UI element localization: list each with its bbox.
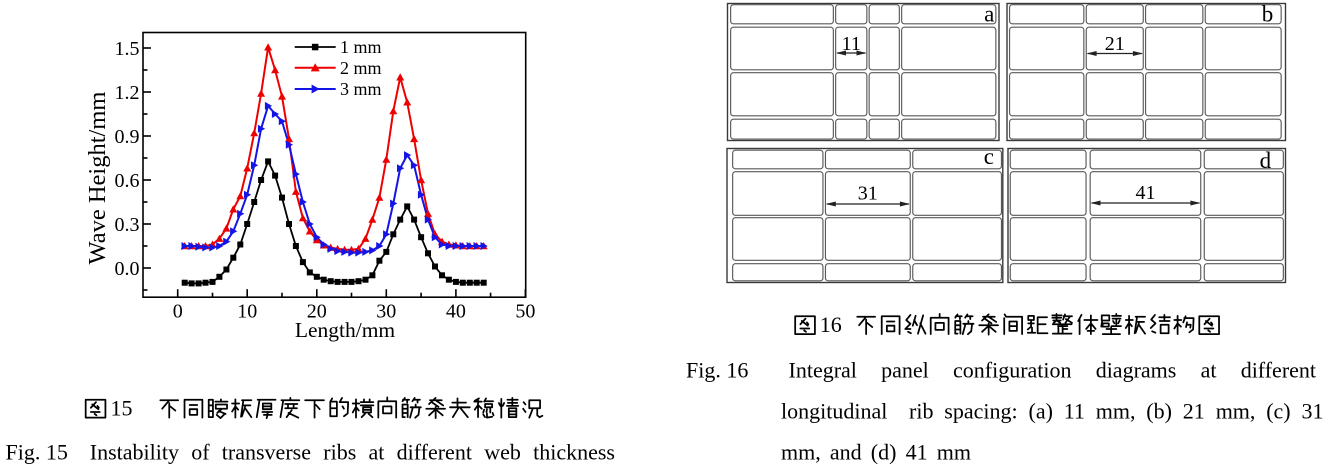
- svg-text:(c): (c): [1266, 399, 1290, 424]
- svg-text:c: c: [984, 144, 994, 169]
- svg-text:and: and: [830, 440, 862, 465]
- svg-text:0: 0: [173, 301, 183, 323]
- svg-text:a: a: [984, 2, 994, 27]
- svg-text:Length/mm: Length/mm: [295, 318, 396, 342]
- svg-text:21: 21: [1105, 33, 1125, 55]
- svg-text:spacing:: spacing:: [944, 399, 1017, 424]
- svg-text:0.0: 0.0: [115, 258, 140, 280]
- svg-text:2 mm: 2 mm: [340, 58, 382, 78]
- svg-text:40: 40: [446, 301, 466, 323]
- svg-text:10: 10: [237, 301, 257, 323]
- svg-text:1 mm: 1 mm: [340, 37, 382, 57]
- svg-text:50: 50: [515, 301, 535, 323]
- svg-text:30: 30: [376, 301, 396, 323]
- svg-text:(b): (b): [1146, 399, 1172, 424]
- svg-text:diagrams: diagrams: [1096, 358, 1177, 383]
- svg-text:21: 21: [1183, 399, 1205, 424]
- svg-text:Wave Height/mm: Wave Height/mm: [84, 92, 111, 265]
- svg-text:mm,: mm,: [781, 440, 821, 465]
- svg-text:Fig. 15: Fig. 15: [6, 440, 68, 465]
- svg-text:rib: rib: [909, 399, 933, 424]
- svg-text:11: 11: [1064, 399, 1085, 424]
- svg-text:mm,: mm,: [1216, 399, 1256, 424]
- svg-text:mm: mm: [937, 440, 971, 465]
- svg-text:at: at: [369, 440, 385, 465]
- svg-text:Integral: Integral: [789, 358, 857, 383]
- svg-text:3 mm: 3 mm: [340, 79, 382, 99]
- svg-text:11: 11: [842, 33, 861, 55]
- svg-text:20: 20: [307, 301, 327, 323]
- svg-text:different: different: [397, 440, 472, 465]
- svg-text:0.9: 0.9: [115, 126, 140, 148]
- svg-text:mm,: mm,: [1096, 399, 1136, 424]
- svg-text:Instability: Instability: [90, 440, 179, 465]
- svg-text:41: 41: [906, 440, 928, 465]
- svg-text:41: 41: [1136, 182, 1156, 204]
- svg-text:b: b: [1262, 2, 1274, 27]
- svg-text:at: at: [1201, 358, 1217, 383]
- svg-text:transverse: transverse: [222, 440, 311, 465]
- svg-text:panel: panel: [881, 358, 929, 383]
- svg-text:16: 16: [820, 312, 842, 337]
- svg-text:31: 31: [1302, 399, 1324, 424]
- svg-text:15: 15: [111, 396, 133, 421]
- svg-text:thickness: thickness: [533, 440, 615, 465]
- svg-text:1.2: 1.2: [115, 82, 140, 104]
- svg-text:different: different: [1241, 358, 1316, 383]
- svg-text:d: d: [1260, 148, 1272, 173]
- svg-text:web: web: [484, 440, 521, 465]
- svg-text:longitudinal: longitudinal: [781, 399, 887, 424]
- svg-text:(d): (d): [871, 440, 897, 465]
- svg-text:configuration: configuration: [953, 358, 1072, 383]
- svg-text:Fig. 16: Fig. 16: [686, 358, 748, 383]
- svg-text:0.6: 0.6: [115, 170, 140, 192]
- svg-text:ribs: ribs: [323, 440, 356, 465]
- svg-text:(a): (a): [1029, 399, 1053, 424]
- svg-text:0.3: 0.3: [115, 214, 140, 236]
- svg-text:of: of: [191, 440, 210, 465]
- svg-text:1.5: 1.5: [115, 38, 140, 60]
- svg-text:31: 31: [858, 183, 878, 205]
